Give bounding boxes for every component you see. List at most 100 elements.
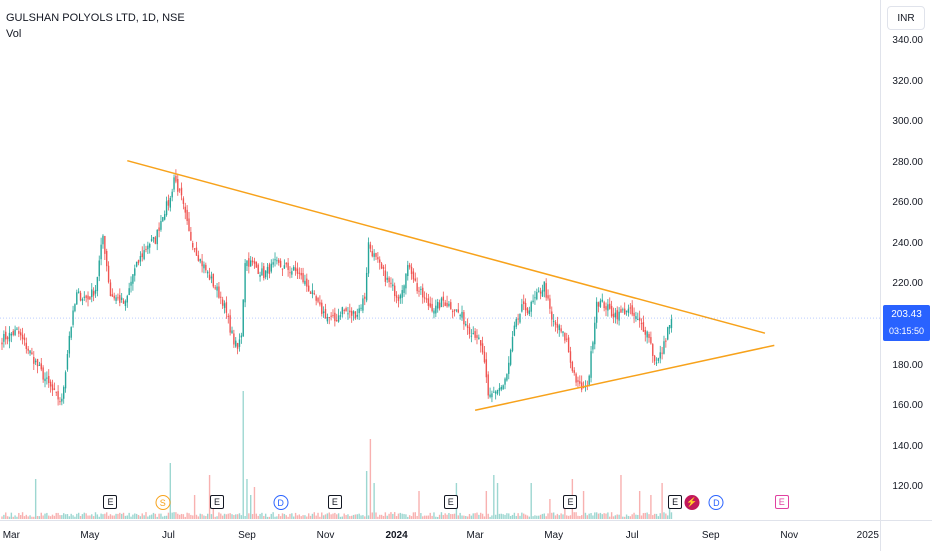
volume-bar (315, 515, 317, 519)
volume-bar (61, 515, 63, 519)
volume-bar (87, 515, 89, 519)
volume-bar (72, 515, 74, 519)
candle-body (141, 253, 143, 258)
volume-bar (42, 515, 44, 519)
volume-bar (395, 516, 398, 519)
volume-bar (451, 514, 454, 519)
candle-body (40, 363, 42, 370)
candle-body (410, 266, 413, 274)
time-tick: Mar (466, 530, 484, 541)
candles (1, 169, 673, 406)
volume-bar (401, 513, 403, 519)
candle-body (653, 355, 656, 362)
candle-body (541, 290, 544, 297)
volume-bar (379, 514, 381, 519)
candle-body (14, 329, 16, 336)
candle-body (379, 259, 381, 263)
volume-bar (231, 514, 233, 519)
earnings-event-icon[interactable]: E (103, 495, 118, 509)
volume-bar (365, 471, 368, 519)
candle-body (294, 267, 297, 272)
volume-bar (268, 516, 271, 519)
candle-body (375, 252, 377, 257)
candle-body (343, 309, 345, 311)
candle-body (150, 238, 153, 241)
earnings-event-icon[interactable]: E (443, 495, 458, 509)
candle-body (579, 381, 581, 384)
candle-body (532, 300, 534, 303)
candle-body (605, 306, 607, 310)
candle-body (429, 303, 431, 307)
candle-body (618, 311, 620, 321)
price-axis[interactable]: INR 340.00 320.00 300.00 280.00 260.00 240.00… (880, 0, 932, 520)
candle-body (394, 285, 396, 296)
candle-body (470, 335, 473, 337)
earnings-event-icon[interactable]: E (327, 495, 342, 509)
candle-body (229, 315, 231, 333)
price-tick: 120.00 (892, 481, 923, 493)
volume-bar (586, 515, 589, 519)
volume-bar (498, 513, 501, 519)
volume-bar (448, 513, 450, 519)
volume-bar (339, 516, 342, 519)
currency-button[interactable]: INR (887, 6, 925, 30)
chart-area[interactable] (0, 0, 880, 520)
earnings-event-icon[interactable]: E (668, 495, 683, 509)
volume-bar (111, 515, 114, 519)
volume-bar (326, 513, 329, 519)
candle-body (498, 387, 501, 391)
earnings-event-icon[interactable]: E (563, 495, 578, 509)
candle-body (526, 308, 529, 314)
candle-body (25, 342, 28, 349)
volume-bar (307, 513, 310, 519)
candle-body (530, 301, 532, 312)
volume-bar (334, 512, 336, 519)
candle-body (433, 310, 435, 314)
candle-body (341, 307, 344, 315)
candle-body (278, 259, 280, 263)
volume-bar (528, 516, 531, 519)
candle-body (610, 305, 613, 317)
volume-bar (184, 516, 186, 519)
last-price: 203.43 (891, 309, 922, 320)
volume-bar (109, 514, 112, 519)
candle-body (96, 276, 99, 292)
news-flash-icon[interactable]: ⚡ (684, 495, 700, 510)
volume-bar (425, 515, 428, 519)
time-axis[interactable]: Mar May Jul Sep Nov 2024 Mar May Jul Sep Nov 2025 (0, 520, 880, 551)
candle-body (207, 271, 209, 274)
price-tick: 300.00 (892, 116, 923, 128)
time-tick: 2024 (385, 530, 408, 541)
volume-bar (163, 515, 166, 519)
volume-bar (23, 516, 26, 519)
volume-bar (233, 515, 235, 519)
candle-body (59, 401, 61, 403)
volume-bar (130, 516, 132, 519)
volume-bar (236, 514, 239, 519)
upcoming-earnings-icon[interactable]: E (774, 495, 789, 509)
volume-bar (160, 513, 162, 519)
dividend-event-icon[interactable]: D (273, 495, 289, 510)
candle-body (384, 270, 387, 282)
candle-body (38, 364, 41, 366)
candle-body (547, 295, 549, 299)
volume-bar (332, 513, 334, 519)
candle-body (418, 290, 420, 292)
candle-body (405, 273, 407, 289)
volume-bar (250, 495, 252, 519)
volume-bar (257, 515, 259, 519)
candle-body (147, 245, 149, 250)
dividend-event-icon[interactable]: D (708, 495, 724, 510)
volume-bar (526, 515, 529, 519)
candle-body (317, 298, 319, 302)
split-event-icon[interactable]: S (155, 495, 171, 510)
candle-body (554, 322, 557, 325)
volume-bar (373, 483, 375, 519)
candle-body (506, 374, 508, 381)
volume-bar (128, 512, 130, 519)
volume-bar (350, 515, 353, 519)
volume-bar (253, 487, 256, 519)
volume-bar (493, 475, 495, 519)
earnings-event-icon[interactable]: E (210, 495, 225, 509)
volume-bar (612, 516, 615, 519)
